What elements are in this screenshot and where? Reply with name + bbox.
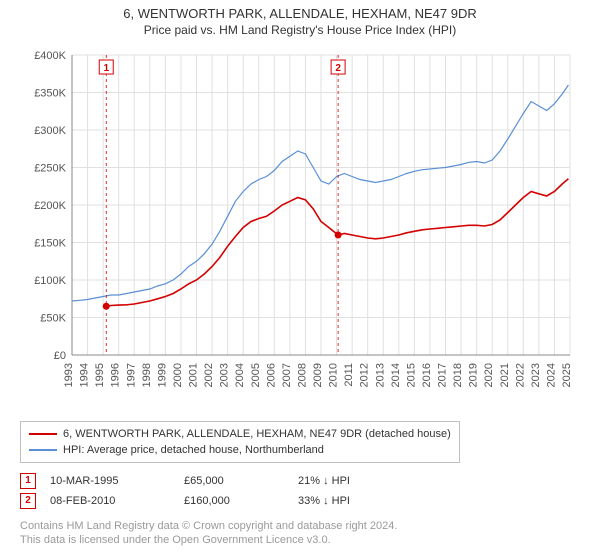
legend-swatch bbox=[29, 433, 57, 435]
x-tick-label: 1994 bbox=[79, 363, 91, 387]
attribution: Contains HM Land Registry data © Crown c… bbox=[20, 519, 580, 547]
x-tick-label: 2000 bbox=[172, 363, 184, 387]
legend: 6, WENTWORTH PARK, ALLENDALE, HEXHAM, NE… bbox=[20, 421, 460, 463]
event-row-date: 08-FEB-2010 bbox=[50, 491, 170, 511]
event-dot-2 bbox=[335, 232, 342, 239]
x-tick-label: 1999 bbox=[156, 363, 168, 387]
event-row-marker: 1 bbox=[20, 473, 36, 489]
event-marker-num-1: 1 bbox=[103, 63, 109, 74]
x-tick-label: 2004 bbox=[234, 363, 246, 387]
x-tick-label: 2020 bbox=[483, 363, 495, 387]
x-tick-label: 2007 bbox=[281, 363, 293, 387]
legend-label: HPI: Average price, detached house, Nort… bbox=[63, 442, 324, 458]
legend-row: 6, WENTWORTH PARK, ALLENDALE, HEXHAM, NE… bbox=[29, 426, 451, 442]
x-tick-label: 2025 bbox=[561, 363, 573, 387]
event-marker-num-2: 2 bbox=[335, 63, 341, 74]
x-tick-label: 2001 bbox=[188, 363, 200, 387]
legend-swatch bbox=[29, 449, 57, 451]
x-tick-label: 2008 bbox=[296, 363, 308, 387]
x-tick-label: 2017 bbox=[437, 363, 449, 387]
event-row-price: £160,000 bbox=[184, 491, 284, 511]
series-hpi bbox=[72, 85, 568, 301]
x-tick-label: 2006 bbox=[265, 363, 277, 387]
event-row-diff: 33% ↓ HPI bbox=[298, 491, 398, 511]
y-tick-label: £300K bbox=[34, 125, 66, 137]
x-tick-label: 2023 bbox=[530, 363, 542, 387]
y-tick-label: £100K bbox=[34, 275, 66, 287]
y-tick-label: £200K bbox=[34, 200, 66, 212]
x-tick-label: 2013 bbox=[374, 363, 386, 387]
x-tick-label: 2012 bbox=[359, 363, 371, 387]
event-row-price: £65,000 bbox=[184, 471, 284, 491]
x-tick-label: 2011 bbox=[343, 363, 355, 387]
x-tick-label: 1995 bbox=[94, 363, 106, 387]
x-tick-label: 2010 bbox=[328, 363, 340, 387]
event-row-date: 10-MAR-1995 bbox=[50, 471, 170, 491]
attribution-line2: This data is licensed under the Open Gov… bbox=[20, 533, 580, 547]
x-tick-label: 2024 bbox=[545, 363, 557, 387]
x-tick-label: 2014 bbox=[390, 363, 402, 387]
event-row: 1 10-MAR-1995 £65,000 21% ↓ HPI bbox=[20, 471, 580, 491]
x-tick-label: 2019 bbox=[468, 363, 480, 387]
y-tick-label: £350K bbox=[34, 88, 66, 100]
chart-title-line1: 6, WENTWORTH PARK, ALLENDALE, HEXHAM, NE… bbox=[0, 6, 600, 21]
legend-label: 6, WENTWORTH PARK, ALLENDALE, HEXHAM, NE… bbox=[63, 426, 451, 442]
legend-row: HPI: Average price, detached house, Nort… bbox=[29, 442, 451, 458]
x-tick-label: 1998 bbox=[141, 363, 153, 387]
event-row: 2 08-FEB-2010 £160,000 33% ↓ HPI bbox=[20, 491, 580, 511]
x-tick-label: 2021 bbox=[499, 363, 511, 387]
event-row-marker: 2 bbox=[20, 493, 36, 509]
x-tick-label: 2018 bbox=[452, 363, 464, 387]
attribution-line1: Contains HM Land Registry data © Crown c… bbox=[20, 519, 580, 533]
x-tick-label: 2016 bbox=[421, 363, 433, 387]
event-dot-1 bbox=[103, 303, 110, 310]
x-tick-label: 2009 bbox=[312, 363, 324, 387]
x-tick-label: 2003 bbox=[219, 363, 231, 387]
x-tick-label: 2015 bbox=[405, 363, 417, 387]
y-tick-label: £150K bbox=[34, 238, 66, 250]
chart-title-line2: Price paid vs. HM Land Registry's House … bbox=[0, 23, 600, 37]
x-tick-label: 1996 bbox=[110, 363, 122, 387]
x-tick-label: 1993 bbox=[63, 363, 75, 387]
event-table: 1 10-MAR-1995 £65,000 21% ↓ HPI 2 08-FEB-2010… bbox=[20, 471, 580, 511]
y-tick-label: £50K bbox=[40, 313, 66, 325]
event-row-diff: 21% ↓ HPI bbox=[298, 471, 398, 491]
x-tick-label: 1997 bbox=[125, 363, 137, 387]
y-tick-label: £250K bbox=[34, 163, 66, 175]
y-tick-label: £400K bbox=[34, 50, 66, 62]
y-tick-label: £0 bbox=[54, 350, 66, 362]
x-tick-label: 2005 bbox=[250, 363, 262, 387]
x-tick-label: 2002 bbox=[203, 363, 215, 387]
x-tick-label: 2022 bbox=[514, 363, 526, 387]
price-chart: £0 £50K £100K £150K £200K £250K £300K £350K £400… bbox=[20, 45, 580, 415]
